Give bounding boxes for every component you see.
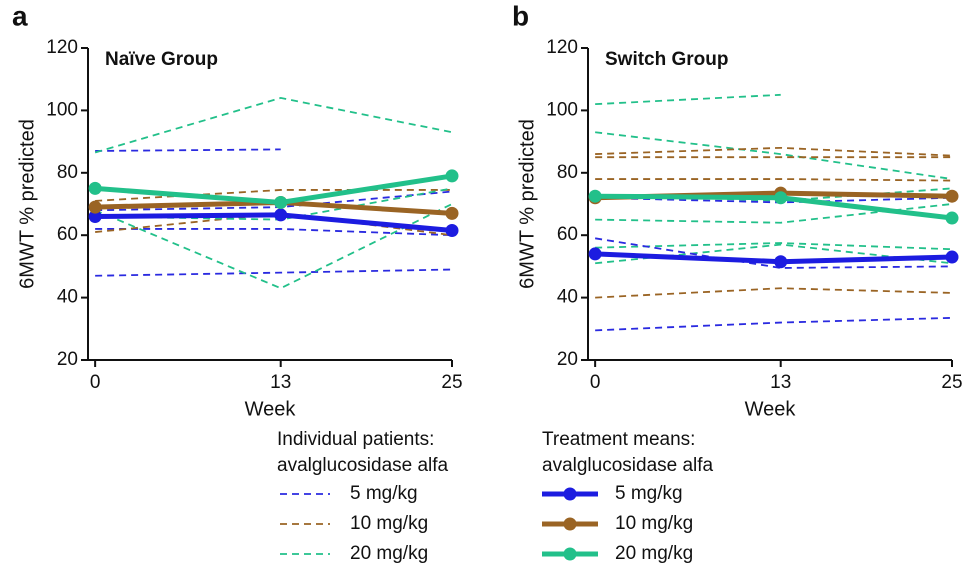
mean-marker <box>588 189 602 203</box>
x-tick-label: 13 <box>270 372 291 393</box>
mean-marker <box>945 189 959 203</box>
mean-marker <box>445 224 459 238</box>
chart-title: Naïve Group <box>105 49 218 70</box>
legend-label: 5 mg/kg <box>615 483 683 504</box>
patient-line <box>95 189 452 202</box>
mean-marker <box>774 255 788 269</box>
y-tick-label: 120 <box>546 37 578 58</box>
patient-line <box>594 237 953 269</box>
y-tick-label: 60 <box>557 224 578 245</box>
mean-marker <box>445 206 459 220</box>
mean-marker <box>88 181 102 195</box>
legend-label: 20 mg/kg <box>350 543 428 564</box>
y-tick-label: 120 <box>46 37 78 58</box>
patient-line <box>94 203 453 290</box>
y-tick-label: 100 <box>46 99 78 120</box>
mean-marker <box>774 191 788 205</box>
patient-line <box>595 146 953 157</box>
x-tick-label: 0 <box>590 372 601 393</box>
legend-marker <box>563 547 577 561</box>
mean-marker <box>945 211 959 225</box>
x-axis-label: Week <box>245 398 297 420</box>
y-tick-label: 80 <box>57 162 78 183</box>
patient-line <box>95 148 281 152</box>
mean-marker <box>88 200 102 214</box>
mean-marker <box>274 208 288 222</box>
y-tick-label: 20 <box>57 349 78 370</box>
x-axis-label: Week <box>745 398 797 420</box>
y-tick-label: 80 <box>557 162 578 183</box>
patient-line <box>94 96 453 154</box>
x-tick-label: 25 <box>441 372 462 393</box>
panel-label: a <box>12 0 28 31</box>
legend-title: Individual patients: <box>277 429 434 450</box>
patient-line <box>595 131 953 180</box>
legend-marker <box>563 517 577 531</box>
patient-line <box>95 268 453 277</box>
x-tick-label: 0 <box>90 372 101 393</box>
patient-line <box>595 178 953 182</box>
y-axis-label: 6MWT % predicted <box>516 119 538 289</box>
mean-marker <box>588 247 602 261</box>
legend-label: 10 mg/kg <box>350 513 428 534</box>
x-tick-label: 25 <box>941 372 962 393</box>
chart-title: Switch Group <box>605 49 729 70</box>
panel-label: b <box>512 0 529 31</box>
y-tick-label: 40 <box>557 287 578 308</box>
mean-marker <box>445 169 459 183</box>
patient-line <box>595 316 953 332</box>
patient-line <box>595 93 781 106</box>
mean-marker <box>274 195 288 209</box>
y-axis-label: 6MWT % predicted <box>16 119 38 289</box>
legend-marker <box>563 487 577 501</box>
patient-line <box>595 287 953 299</box>
mean-marker <box>88 209 102 223</box>
legend-label: 10 mg/kg <box>615 513 693 534</box>
y-tick-label: 20 <box>557 349 578 370</box>
legend-label: 5 mg/kg <box>350 483 418 504</box>
patient-line <box>95 228 453 237</box>
mean-marker <box>945 250 959 264</box>
legend-title: Treatment means: <box>542 429 695 450</box>
y-tick-label: 100 <box>546 99 578 120</box>
patient-line <box>595 242 953 251</box>
legend-title: avalglucosidase alfa <box>277 455 449 476</box>
legend-title: avalglucosidase alfa <box>542 455 714 476</box>
x-tick-label: 13 <box>770 372 791 393</box>
y-tick-label: 60 <box>57 224 78 245</box>
mean-line <box>595 251 953 265</box>
y-tick-label: 40 <box>57 287 78 308</box>
legend-label: 20 mg/kg <box>615 543 693 564</box>
